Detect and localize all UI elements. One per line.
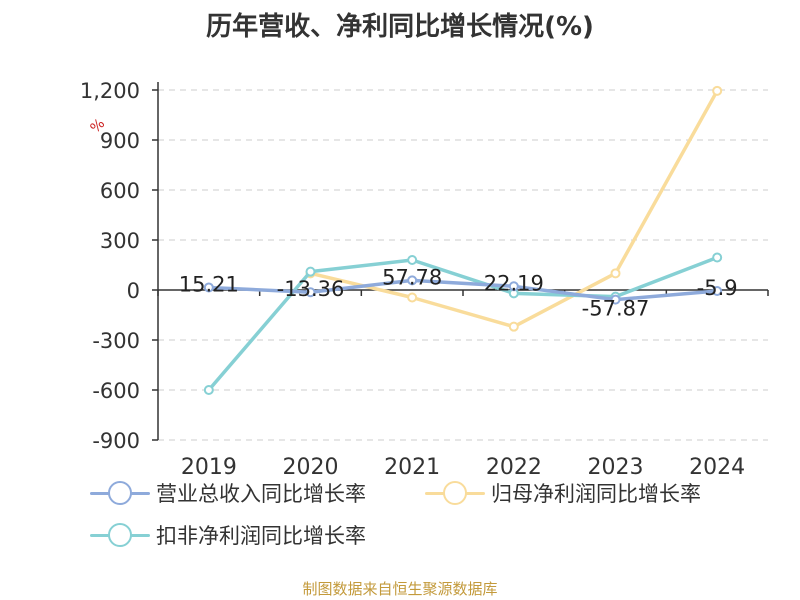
data-label: -57.87	[582, 297, 650, 321]
x-tick-label: 2023	[588, 455, 644, 480]
legend-item-revenue-growth[interactable]: 营业总收入同比增长率	[90, 478, 366, 508]
data-point	[203, 385, 214, 395]
data-point	[610, 268, 621, 279]
data-point	[712, 85, 723, 96]
data-point	[305, 287, 316, 298]
chart-title: 历年营收、净利同比增长情况(%)	[206, 12, 594, 42]
data-point	[407, 292, 418, 303]
series-line	[208, 278, 718, 302]
legend-item-deducted-profit-growth[interactable]: 扣非净利润同比增长率	[90, 520, 366, 550]
data-point	[508, 321, 519, 332]
legend-item-net-profit-growth[interactable]: 归母净利润同比增长率	[425, 478, 701, 508]
data-label: -5.9	[697, 276, 738, 300]
data-point	[407, 255, 418, 265]
legend-label-deducted-profit: 扣非净利润同比增长率	[156, 524, 366, 548]
y-tick-label: 0	[127, 279, 140, 303]
y-tick-label: 900	[100, 129, 140, 153]
x-tick-label: 2024	[689, 455, 745, 480]
data-point	[305, 266, 316, 277]
x-tick-label: 2019	[181, 455, 237, 480]
data-point	[203, 282, 214, 293]
data-label: 15.21	[179, 272, 239, 296]
x-tick-label: 2022	[486, 455, 542, 480]
legend-symbol-deducted-profit	[90, 520, 150, 550]
data-label: 22.19	[484, 271, 544, 295]
legend-label-net-profit: 归母净利润同比增长率	[491, 482, 701, 506]
data-point	[712, 285, 723, 296]
data-point	[610, 294, 621, 305]
y-tick-label: -900	[92, 429, 140, 453]
data-label: 57.78	[382, 265, 442, 289]
y-tick-label: -600	[92, 379, 140, 403]
x-tick-label: 2021	[384, 455, 440, 480]
x-tick-label: 2020	[283, 455, 339, 480]
y-tick-label: 300	[100, 229, 140, 253]
data-point	[508, 281, 519, 292]
legend-symbol-net-profit	[425, 478, 485, 508]
data-point	[407, 275, 418, 286]
legend-label-revenue: 营业总收入同比增长率	[156, 482, 366, 506]
y-tick-label: 1,200	[80, 79, 140, 103]
legend-symbol-revenue	[90, 478, 150, 508]
y-tick-label: -300	[92, 329, 140, 353]
y-tick-label: 600	[100, 179, 140, 203]
data-point	[712, 252, 723, 263]
data-label: -13.36	[277, 277, 345, 301]
source-note: 制图数据来自恒生聚源数据库	[302, 580, 498, 598]
